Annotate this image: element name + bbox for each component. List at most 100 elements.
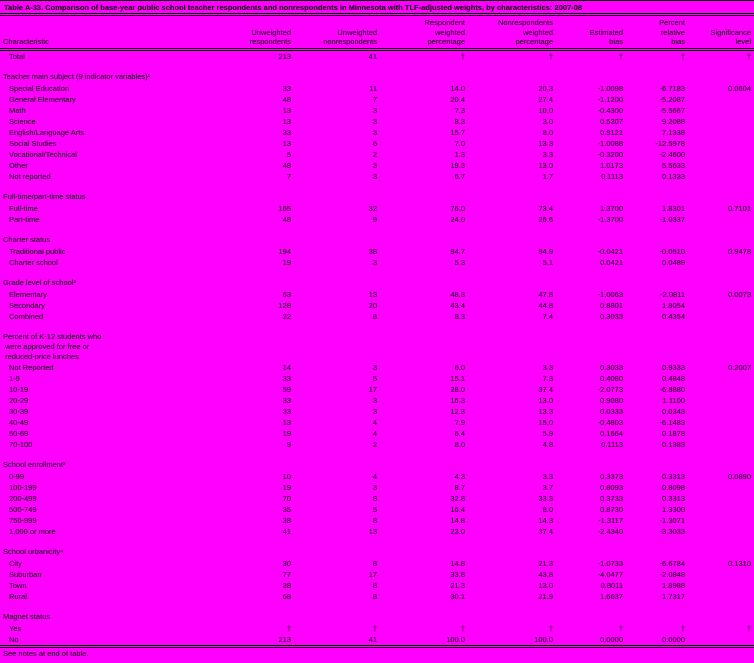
cell-value: 77 [282,569,291,579]
cell-value: 14.3 [538,515,553,525]
row-label: 10-19 [9,384,29,394]
cell-value: -1.0098 [597,83,623,93]
table-row: 40-49 13 4 7.9 15.0 -0.4803 -6.1483 [0,417,754,428]
column-header-unweighted-respondents: Unweighted respondents [238,16,294,51]
column-header-respondent-weighted-percentage: Respondent weighted percentage [380,16,468,51]
cell-value: 0.2007 [728,362,751,372]
cell-value [688,569,754,580]
cell-value: 6.0 [454,362,465,372]
cell-value [688,127,754,138]
cell-value: 7.3 [454,105,465,115]
cell-value: 6.4 [454,428,465,438]
cell-value: -6.8880 [659,384,685,394]
cell-value [688,214,754,225]
cell-value: 0.4354 [662,311,685,321]
column-header-nonrespondents-weighted-percentage: Nonrespondents weighted percentage [468,16,556,51]
cell-value: 8.0 [454,439,465,449]
spacer [0,450,754,460]
cell-value: 15.7 [450,127,465,137]
cell-value: 33 [282,406,291,416]
cell-value: 4.8 [542,439,553,449]
column-header-estimated-bias: Estimated bias [556,16,626,51]
cell-value [688,406,754,417]
cell-value: 213 [278,634,291,644]
spacer-row [0,537,754,547]
cell-value: -2.4340 [597,526,623,536]
row-label: General Elementary [9,94,76,104]
cell-value: 14 [282,362,291,372]
cell-value [688,94,754,105]
row-label: Special Education [9,83,70,93]
section-header-row: Grade level of school² [0,278,754,289]
cell-value: 37.4 [538,384,553,394]
cell-value [688,526,754,537]
cell-value: -1.3700 [597,214,623,224]
cell-value: 0.8801 [600,300,623,310]
cell-value: 8 [372,493,377,503]
cell-value: -1.0088 [597,138,623,148]
cell-value: 26.6 [538,214,553,224]
row-label: City [9,558,22,568]
cell-value: -1.3117 [598,515,623,525]
cell-value: 0.1113 [601,171,623,181]
cell-value: 100.0 [534,634,553,644]
table-row: Science 13 3 8.3 3.0 0.5307 9.2088 [0,116,754,127]
row-label: 20-29 [9,395,29,405]
row-label: 500-749 [9,504,37,514]
cell-value: 21.3 [538,558,553,568]
cell-value: 10.0 [538,105,553,115]
table-row: 30-39 33 3 12.3 13.3 0.0333 0.0343 [0,406,754,417]
cell-value: -2.0848 [659,569,685,579]
cell-value: 48 [282,160,291,170]
cell-value: 0.9121 [600,127,623,137]
table-row: Full-time 165 32 76.0 73.4 1.3700 1.8301 0.7101 [0,203,754,214]
cell-value: 14.0 [450,83,465,93]
cell-value: 1.8301 [662,203,685,213]
table-row: Other 48 3 19.3 13.0 1.0173 5.5633 [0,160,754,171]
table-row: Math 13 3 7.3 10.0 -0.4300 -5.5667 [0,105,754,116]
row-label: Social Studies [9,138,57,148]
cell-value: 28.0 [450,384,465,394]
row-label: 1,000 or more [9,526,56,536]
table-row: Rural 68 8 30.1 21.9 1.6637 1.7317 [0,591,754,602]
cell-value [688,105,754,116]
column-header-characteristic: Characteristic [0,16,238,51]
cell-value: 9 [286,439,291,449]
column-header-significance-level: Significance level [688,16,754,51]
cell-value: 128 [278,300,291,310]
cell-value: 5 [372,373,377,383]
table-row: Vocational/Technical 5 2 1.3 3.3 -0.3200 -2.46… [0,149,754,160]
cell-value: 43.8 [538,569,553,579]
section-label: Grade level of school² [3,278,76,287]
cell-value: 16.3 [450,395,465,405]
cell-value: 7 [372,94,377,104]
cell-value: 1.7 [542,171,553,181]
cell-value: 0.0604 [728,83,751,93]
cell-value: † [618,623,623,633]
cell-value: 0.0489 [662,257,685,267]
cell-value: -2.0811 [660,289,685,299]
cell-value: 41 [368,51,377,61]
table-row: Special Education 33 11 14.0 20.3 -1.0098 -6.7… [0,83,754,94]
cell-value: -5.2087 [659,94,685,104]
cell-value [688,439,754,450]
cell-value: 3 [372,116,377,126]
cell-value: 3.3 [542,471,553,481]
cell-value: 48 [282,214,291,224]
table-row: General Elementary 48 7 20.4 27.4 -1.1200 -5.2… [0,94,754,105]
cell-value: -2.0773 [597,384,623,394]
row-label: 30-39 [9,406,29,416]
cell-value: -2.4600 [659,149,685,159]
cell-value: 14.8 [450,515,465,525]
cell-value: 0.1878 [662,428,685,438]
cell-value [688,257,754,268]
cell-value: 0.0343 [662,406,685,416]
cell-value: 3 [372,362,377,372]
cell-value: 7 [286,171,291,181]
table-row: 50-69 19 4 6.4 5.9 0.1664 0.1878 [0,428,754,439]
cell-value: 5.1 [542,257,553,267]
cell-value: 3.3 [542,149,553,159]
cell-value: 8.3 [454,311,465,321]
cell-value: 22 [282,311,291,321]
cell-value: 0.8730 [600,504,623,514]
